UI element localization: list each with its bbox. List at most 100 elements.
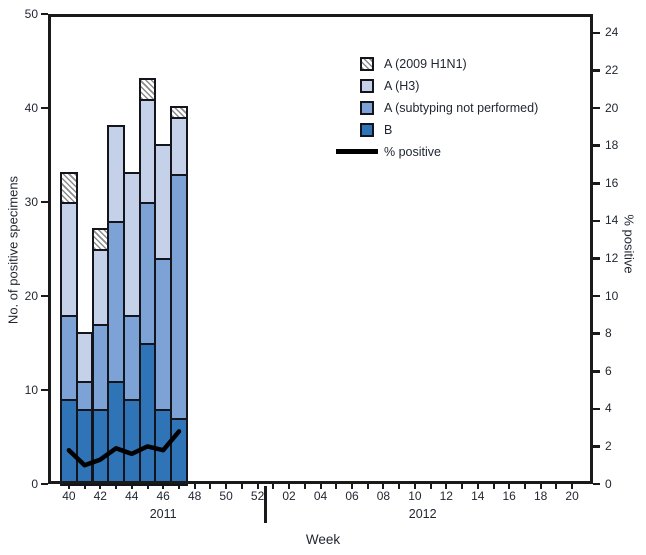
x-axis-tick (476, 484, 479, 489)
bar-segment-a-subtyping-not-performed (124, 314, 139, 400)
y-axis-right-tick (593, 332, 600, 335)
y-axis-left-tick-label: 20 (24, 288, 38, 303)
y-axis-left-tick (41, 200, 48, 204)
bar-segment-a-subtyping-not-performed (172, 173, 186, 419)
x-axis-tick (83, 484, 86, 489)
y-axis-right-tick-label: 14 (605, 213, 619, 228)
x-axis-tick-label: 40 (62, 489, 76, 503)
bar-segment-b (77, 408, 92, 484)
bar-segment-a-h3 (77, 333, 92, 381)
y-axis-right-tick-label: 6 (605, 363, 612, 378)
x-axis-tick-label: 42 (93, 489, 107, 503)
legend-swatch-wrap (336, 78, 378, 93)
y-axis-left-tick-label: 10 (24, 382, 38, 397)
bar-week-47 (170, 106, 188, 486)
legend-line-swatch (336, 149, 378, 154)
y-axis-right-tick-label: 2 (605, 438, 612, 453)
bar-segment-b (62, 399, 76, 484)
y-axis-right-tick-label: 10 (605, 288, 619, 303)
legend-item: % positive (336, 142, 538, 161)
legend-item: A (subtyping not performed) (336, 98, 538, 117)
x-axis-tick (555, 484, 558, 489)
x-axis-tick-label: 44 (125, 489, 139, 503)
x-axis-tick (130, 484, 133, 489)
bar-segment-a-h3 (93, 249, 108, 325)
y-axis-right-title: % positive (621, 214, 637, 274)
bar-segment-a-h3 (156, 145, 171, 259)
bar-segment-a-h3 (62, 202, 76, 315)
x-axis-tick-label: 04 (313, 489, 328, 503)
x-axis-tick (382, 484, 385, 489)
y-axis-right-tick (593, 370, 600, 373)
y-axis-right-tick-label: 24 (605, 25, 619, 40)
x-axis-tick-label: 10 (408, 489, 422, 503)
legend-swatch-wrap (336, 56, 378, 71)
y-axis-left-tick (41, 482, 48, 486)
y-axis-right-tick (593, 144, 600, 147)
x-axis-tick (272, 484, 275, 489)
x-axis-tick-label: 14 (471, 489, 485, 503)
x-axis-tick (303, 484, 306, 489)
bar-segment-a-subtyping-not-performed (93, 324, 108, 409)
x-axis-tick (571, 484, 574, 489)
x-axis-tick (508, 484, 511, 489)
x-axis-tick (178, 484, 180, 489)
y-axis-right-tick-label: 18 (605, 138, 619, 153)
legend-swatch-wrap (336, 100, 378, 115)
legend-swatch-wrap (336, 149, 378, 154)
bar-segment-b (140, 343, 155, 484)
x-axis-tick (67, 484, 70, 489)
x-axis-tick (240, 484, 243, 489)
plot-area: A (2009 H1N1) A (H3) A (subtyping not perf… (48, 14, 593, 486)
x-axis-tick-label: 46 (156, 489, 170, 503)
x-axis-tick (398, 484, 401, 489)
legend-color-swatch (360, 78, 374, 93)
y-axis-left-tick (41, 294, 48, 298)
x-axis-tick (256, 484, 259, 489)
legend-label: A (2009 H1N1) (384, 56, 467, 71)
x-axis-tick-label: 18 (534, 489, 548, 503)
x-axis-title: Week (305, 532, 341, 547)
y-axis-right-tick-label: 20 (605, 100, 619, 115)
bar-segment-a-2009-h1n1 (140, 79, 155, 99)
bar-segment-a-subtyping-not-performed (140, 202, 155, 343)
bar-segment-a-h3 (140, 98, 155, 202)
bar-segment-a-subtyping-not-performed (77, 380, 92, 409)
y-axis-left-tick (41, 106, 48, 110)
x-axis-tick-label: 20 (565, 489, 579, 503)
legend-item: A (H3) (336, 76, 538, 95)
legend-label: B (384, 122, 393, 137)
x-axis-tick (146, 484, 149, 489)
x-axis-tick (351, 484, 353, 489)
x-axis-tick (413, 484, 416, 489)
x-axis-tick (524, 484, 526, 489)
bar-segment-b (93, 408, 108, 484)
y-axis-right-tick (593, 482, 600, 486)
x-axis-tick-label: 08 (376, 489, 391, 503)
x-axis-tick-label: 16 (502, 489, 516, 503)
x-axis-tick-label: 12 (439, 489, 453, 503)
bar-segment-a-h3 (172, 117, 186, 174)
bar-segment-a-h3 (124, 173, 139, 315)
x-axis-tick (193, 484, 196, 489)
x-axis-tick (492, 484, 495, 489)
x-axis-tick (539, 484, 542, 489)
bar-segment-a-subtyping-not-performed (62, 314, 76, 400)
y-axis-left-tick-label: 40 (24, 100, 38, 115)
y-axis-right-tick (593, 106, 600, 110)
x-axis-tick (445, 484, 448, 489)
y-axis-left-tick (41, 12, 48, 16)
x-axis-tick (162, 484, 165, 489)
y-axis-right-tick (593, 31, 600, 35)
x-axis-tick (335, 484, 338, 489)
bar-segment-a-subtyping-not-performed (109, 220, 123, 381)
x-axis-tick (209, 484, 212, 489)
y-axis-left-tick (41, 388, 48, 392)
y-axis-right-tick (593, 407, 600, 411)
year-divider-line (264, 486, 267, 523)
y-axis-left-tick-label: 0 (31, 476, 38, 491)
bar-segment-a-h3 (109, 126, 123, 221)
x-axis-tick (99, 484, 102, 489)
x-axis-tick (429, 484, 432, 489)
